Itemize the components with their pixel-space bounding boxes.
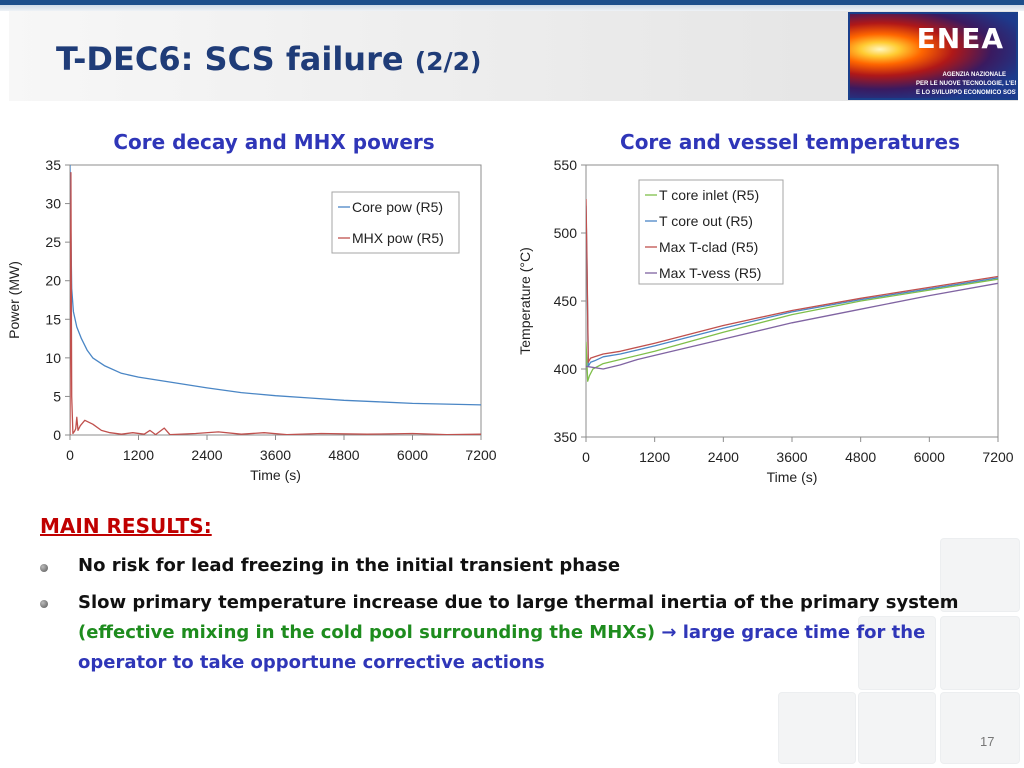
series-line bbox=[586, 282, 998, 370]
temperature-chart: 350 400 450 500 550 0 1200 2400 3600 4800 6000 7200… bbox=[517, 157, 1014, 485]
top-banner-dark-stripe bbox=[0, 0, 1024, 5]
x-tick-label: 0 bbox=[66, 447, 74, 463]
power-chart-title: Core decay and MHX powers bbox=[113, 130, 435, 154]
y-tick-label: 10 bbox=[45, 350, 61, 366]
y-axis-label: Temperature (°C) bbox=[517, 247, 533, 355]
legend-label: T core inlet (R5) bbox=[659, 187, 759, 203]
enea-logo-line-1: AGENZIA NAZIONALE bbox=[942, 72, 1006, 78]
x-tick-label: 7200 bbox=[982, 449, 1013, 465]
legend-label: T core out (R5) bbox=[659, 213, 753, 229]
legend-label: Core pow (R5) bbox=[352, 199, 443, 215]
series-group bbox=[586, 198, 998, 382]
decorative-square bbox=[858, 616, 936, 690]
x-tick-label: 6000 bbox=[397, 447, 428, 463]
x-tick-label: 4800 bbox=[845, 449, 876, 465]
y-tick-label: 0 bbox=[53, 427, 61, 443]
decorative-square bbox=[940, 692, 1020, 764]
decorative-square bbox=[940, 538, 1020, 612]
x-tick-label: 1200 bbox=[639, 449, 670, 465]
y-tick-label: 20 bbox=[45, 273, 61, 289]
y-tick-label: 5 bbox=[53, 388, 61, 404]
enea-logo-line-2: PER LE NUOVE TECNOLOGIE, L'ENERGIA bbox=[916, 81, 1018, 87]
series-line bbox=[586, 198, 998, 363]
slide-title-suffix: (2/2) bbox=[414, 47, 482, 76]
y-tick-label: 30 bbox=[45, 196, 61, 212]
result-bullet-2-blue-text: large grace time for the operator to tak… bbox=[78, 622, 926, 673]
result-bullet-2: Slow primary temperature increase due to… bbox=[78, 588, 978, 678]
top-banner-light-stripe bbox=[0, 5, 1024, 11]
series-line bbox=[586, 278, 998, 382]
arrow-right-icon: → bbox=[661, 622, 677, 643]
y-tick-label: 500 bbox=[554, 225, 578, 241]
result-bullet-2-green-text: (effective mixing in the cold pool surro… bbox=[78, 622, 662, 643]
legend-label: MHX pow (R5) bbox=[352, 230, 444, 246]
page-number: 17 bbox=[980, 734, 995, 749]
x-tick-label: 3600 bbox=[776, 449, 807, 465]
y-axis-label: Power (MW) bbox=[6, 261, 22, 339]
y-tick-label: 25 bbox=[45, 234, 61, 250]
x-tick-label: 2400 bbox=[191, 447, 222, 463]
main-results-heading: MAIN RESULTS: bbox=[40, 514, 212, 538]
y-tick-label: 35 bbox=[45, 157, 61, 173]
x-tick-label: 6000 bbox=[914, 449, 945, 465]
series-line bbox=[70, 172, 481, 435]
x-tick-label: 1200 bbox=[123, 447, 154, 463]
y-tick-label: 450 bbox=[554, 293, 578, 309]
decorative-square bbox=[940, 616, 1020, 690]
x-tick-label: 2400 bbox=[708, 449, 739, 465]
power-chart: 0 5 10 15 20 25 30 35 0 1200 2400 3600 4800 6000 7200 T… bbox=[6, 157, 497, 483]
y-tick-label: 15 bbox=[45, 311, 61, 327]
slide-title: T-DEC6: SCS failure (2/2) bbox=[56, 40, 481, 78]
x-tick-label: 3600 bbox=[260, 447, 291, 463]
x-axis-label: Time (s) bbox=[767, 469, 818, 485]
legend: T core inlet (R5) T core out (R5) Max T-cl… bbox=[638, 179, 784, 285]
x-axis-label: Time (s) bbox=[250, 467, 301, 483]
enea-logo: ENEA AGENZIA NAZIONALE PER LE NUOVE TECN… bbox=[848, 12, 1018, 100]
y-tick-label: 350 bbox=[554, 429, 578, 445]
x-tick-label: 0 bbox=[582, 449, 590, 465]
legend-box bbox=[638, 179, 784, 285]
bullet-dot bbox=[40, 564, 48, 572]
legend-label: Max T-vess (R5) bbox=[659, 265, 761, 281]
slide-title-main: T-DEC6: SCS failure bbox=[56, 40, 404, 78]
top-banner bbox=[0, 0, 1024, 11]
legend-box bbox=[331, 191, 460, 254]
result-bullet-2-text: Slow primary temperature increase due to… bbox=[78, 592, 959, 613]
y-tick-label: 400 bbox=[554, 361, 578, 377]
series-group bbox=[70, 165, 481, 435]
x-tick-label: 7200 bbox=[465, 447, 496, 463]
enea-logo-word: ENEA bbox=[916, 22, 1004, 55]
decorative-square bbox=[778, 692, 856, 764]
series-line bbox=[70, 165, 481, 406]
decorative-square bbox=[858, 692, 936, 764]
x-tick-label: 4800 bbox=[328, 447, 359, 463]
enea-logo-line-3: E LO SVILUPPO ECONOMICO SOSTENIBILE bbox=[916, 90, 1016, 96]
legend-label: Max T-clad (R5) bbox=[659, 239, 758, 255]
legend: Core pow (R5) MHX pow (R5) bbox=[331, 191, 460, 254]
bullet-dot bbox=[40, 600, 48, 608]
result-bullet-1: No risk for lead freezing in the initial… bbox=[78, 555, 621, 576]
temperature-chart-title: Core and vessel temperatures bbox=[620, 130, 960, 154]
y-tick-label: 550 bbox=[554, 157, 578, 173]
